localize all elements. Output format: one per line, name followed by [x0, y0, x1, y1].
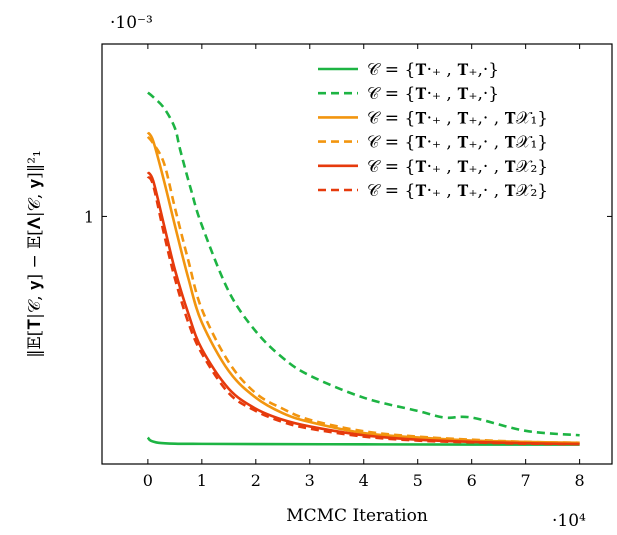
x-tick-label: 3	[305, 471, 315, 490]
legend-label-6: 𝒞 = {𝐓·₊ , 𝐓₊,· , 𝐓𝒳₂}	[367, 181, 548, 201]
y-scale-label: ·10⁻³	[110, 13, 153, 33]
series-line-4	[146, 135, 580, 445]
x-tick-label: 0	[143, 471, 153, 490]
y-tick-label: 1	[84, 207, 94, 226]
series-line-1	[146, 436, 580, 446]
legend-label-2: 𝒞 = {𝐓·₊ , 𝐓₊,·}	[367, 84, 499, 104]
legend-label-5: 𝒞 = {𝐓·₊ , 𝐓₊,· , 𝐓𝒳₂}	[367, 157, 548, 177]
x-tick-label: 7	[521, 471, 531, 490]
legend-label-3: 𝒞 = {𝐓·₊ , 𝐓₊,· , 𝐓𝒳₁}	[367, 108, 548, 128]
series-line-6	[146, 175, 580, 446]
x-tick-label: 6	[467, 471, 477, 490]
x-tick-label: 8	[575, 471, 585, 490]
legend-label-4: 𝒞 = {𝐓·₊ , 𝐓₊,· , 𝐓𝒳₁}	[367, 133, 548, 153]
x-axis-title: MCMC Iteration	[286, 506, 428, 526]
legend-label-1: 𝒞 = {𝐓·₊ , 𝐓₊,·}	[367, 60, 499, 80]
x-tick-label: 5	[413, 471, 423, 490]
series-line-3	[146, 131, 580, 445]
series-layer	[146, 91, 580, 446]
series-line-5	[146, 171, 580, 446]
y-axis-title: ‖𝔼[𝐓|𝒞, 𝐲] − 𝔼[𝚲|𝒞, 𝐲]‖²₁	[25, 150, 45, 358]
x-tick-label: 2	[251, 471, 261, 490]
x-scale-label: ·10⁴	[552, 511, 586, 531]
legend: 𝒞 = {𝐓·₊ , 𝐓₊,·} 𝒞 = {𝐓·₊ , 𝐓₊,·} 𝒞 = {𝐓·₊…	[318, 60, 548, 201]
series-line-2	[147, 91, 580, 437]
x-tick-label: 1	[197, 471, 207, 490]
ticks: 0 1 2 3 4 5 6 7 8 1	[84, 44, 612, 490]
plot-frame	[101, 43, 613, 465]
x-tick-label: 4	[359, 471, 369, 490]
